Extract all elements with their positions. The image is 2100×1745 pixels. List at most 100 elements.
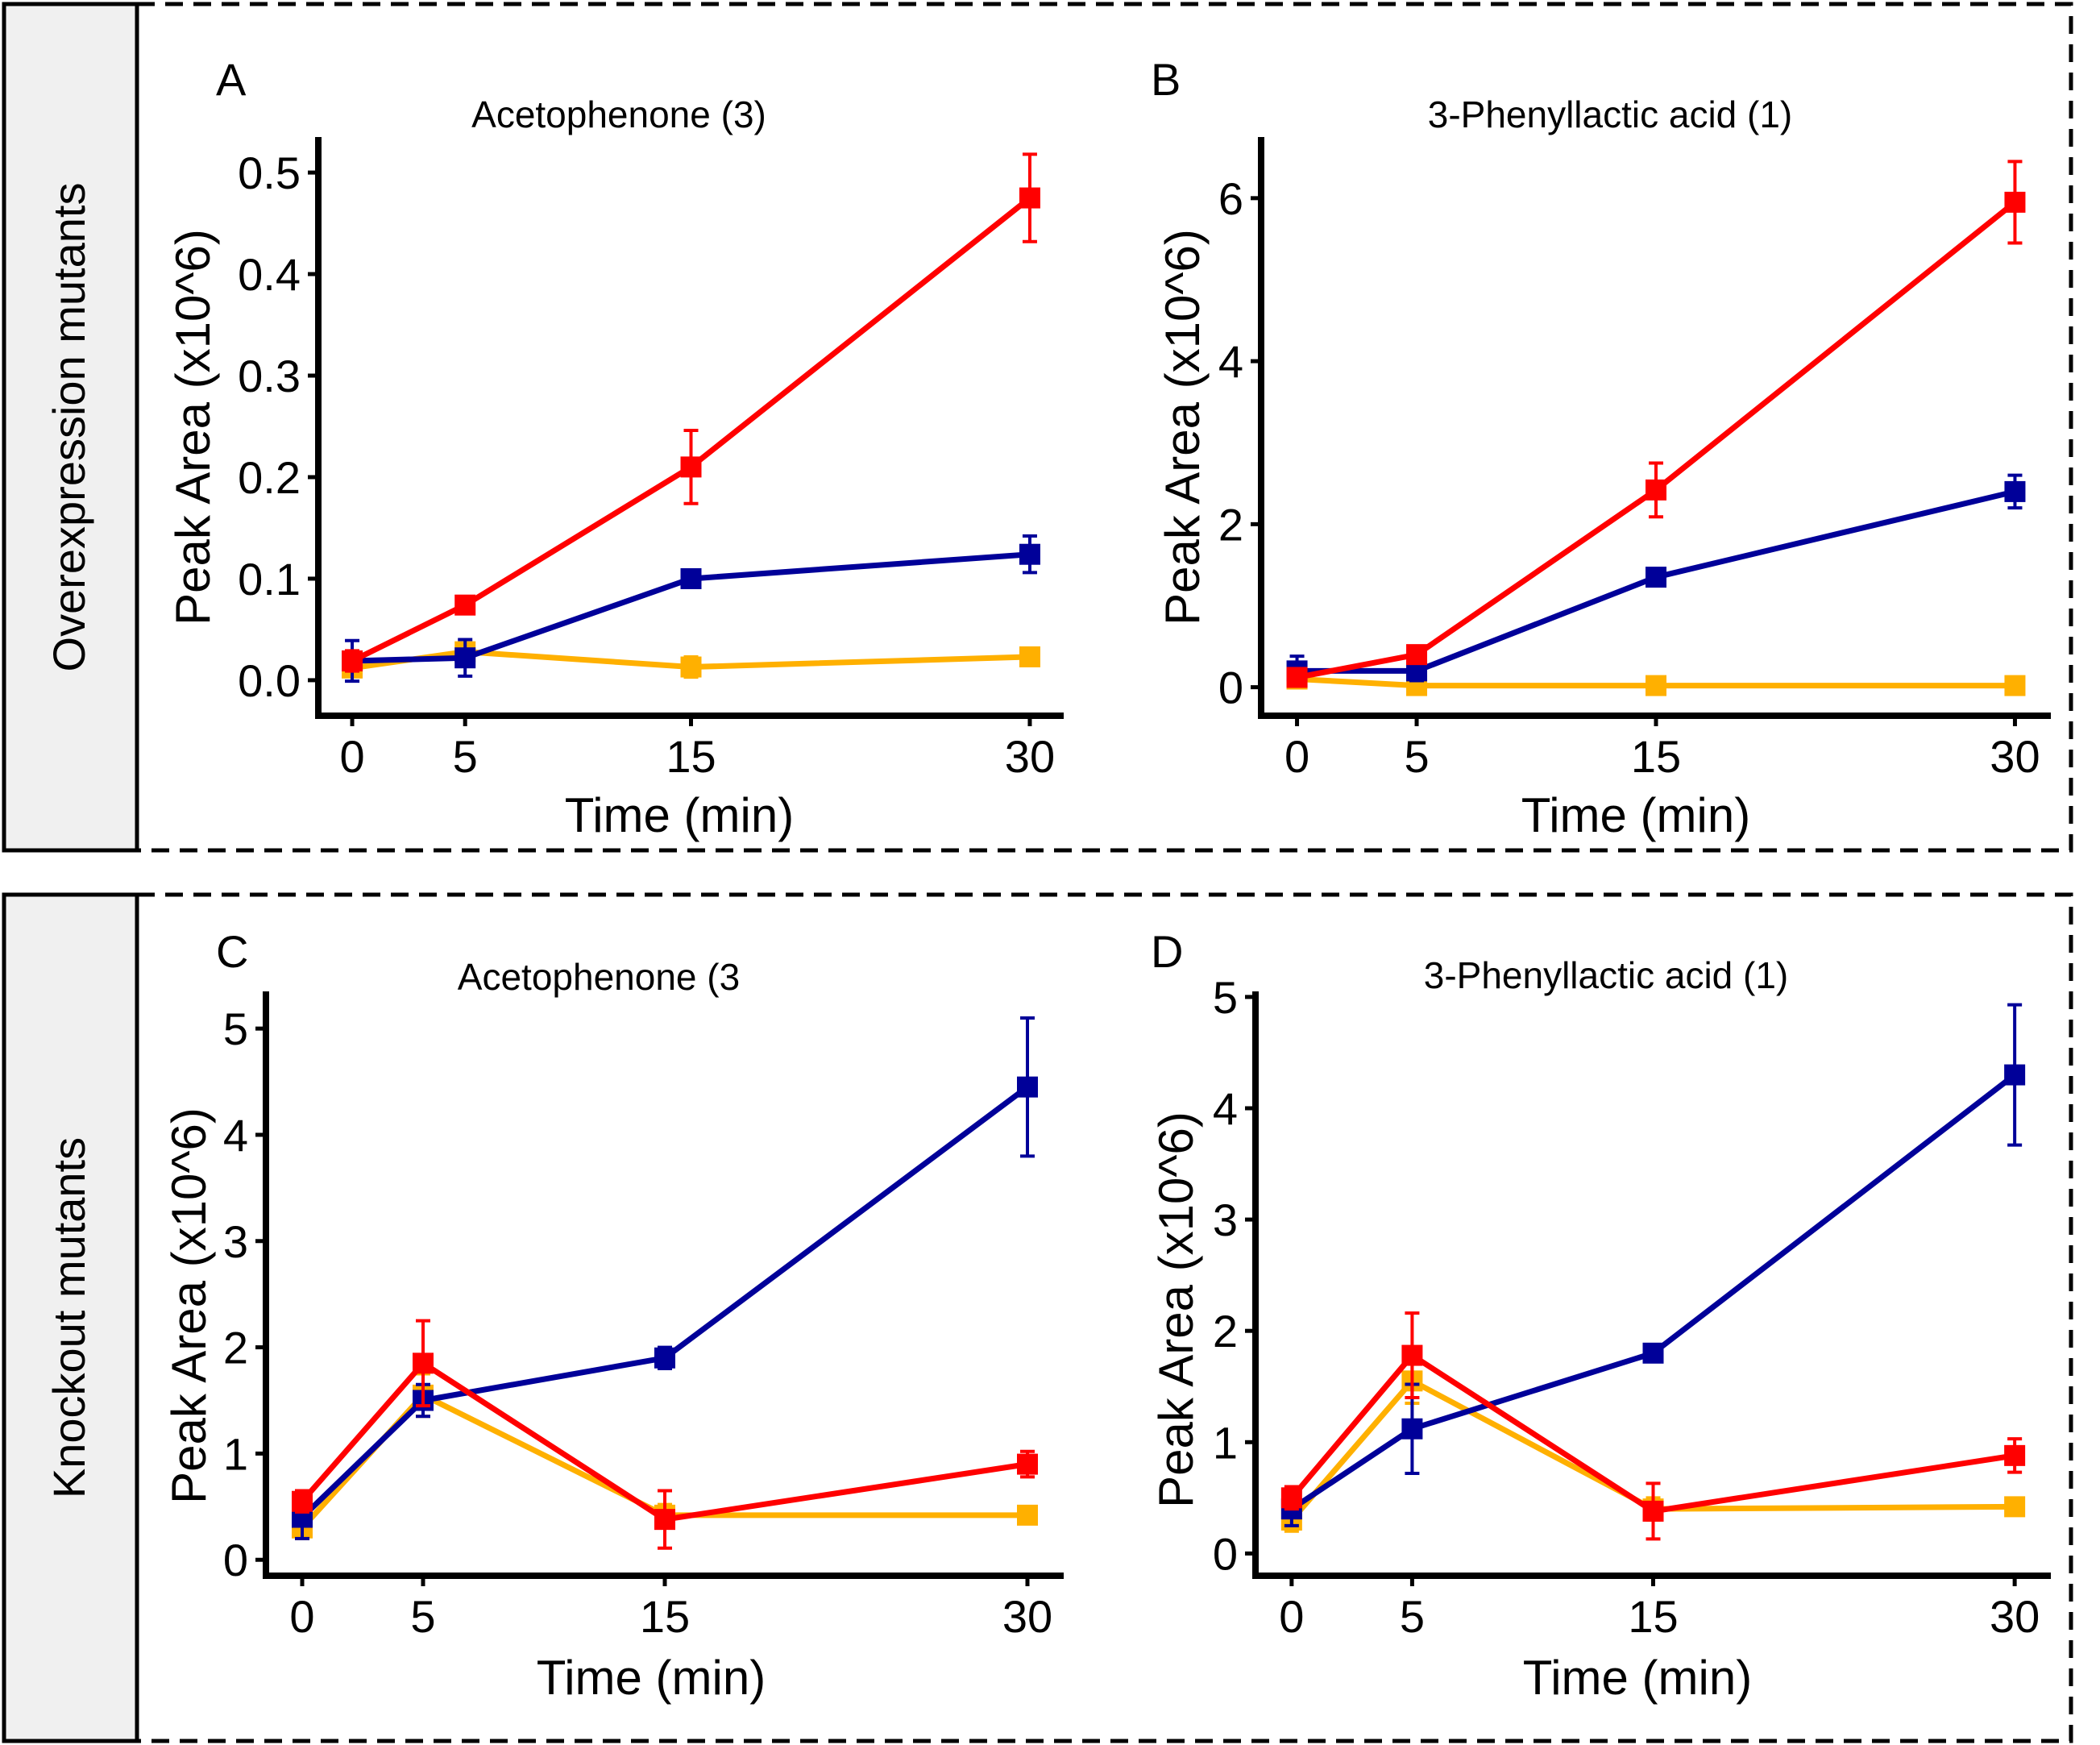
chart-title: Acetophenone (3 bbox=[458, 956, 740, 998]
y-tick-label: 1 bbox=[223, 1428, 248, 1479]
x-tick-label: 15 bbox=[640, 1591, 690, 1642]
series-line-orange bbox=[1289, 1377, 2015, 1523]
y-tick-label: 4 bbox=[1213, 1083, 1238, 1134]
x-axis-title: Time (min) bbox=[537, 1651, 766, 1705]
y-tick-label: 2 bbox=[1218, 499, 1243, 550]
x-axis-title: Time (min) bbox=[565, 788, 794, 842]
chart-title: 3-Phenyllactic acid (1) bbox=[1428, 93, 1793, 135]
series-line-red bbox=[1289, 1352, 2015, 1514]
data-point-red bbox=[2004, 1444, 2026, 1466]
data-point-red bbox=[2004, 191, 2026, 213]
axes bbox=[1258, 137, 2051, 719]
series-line-blue bbox=[351, 551, 1031, 664]
x-tick-label: 0 bbox=[339, 731, 364, 782]
x-tick-label: 30 bbox=[1990, 731, 2040, 782]
axes bbox=[315, 137, 1064, 719]
x-axis-title: Time (min) bbox=[1523, 1651, 1752, 1705]
data-point-red bbox=[680, 456, 702, 478]
data-point-blue bbox=[1642, 1342, 1664, 1364]
series-line-blue bbox=[300, 1084, 1030, 1520]
data-point-red bbox=[1280, 1487, 1302, 1509]
x-tick-label: 15 bbox=[666, 731, 716, 782]
series-line-red bbox=[300, 1360, 1028, 1523]
data-point-red bbox=[342, 650, 363, 671]
y-tick-label: 0.3 bbox=[238, 351, 301, 401]
series-line-red bbox=[1296, 200, 2017, 680]
y-tick-label: 2 bbox=[223, 1323, 248, 1373]
y-tick-label: 0 bbox=[1218, 663, 1243, 713]
y-axis-title: Peak Area (x10^6) bbox=[166, 229, 220, 625]
y-axis-title: Peak Area (x10^6) bbox=[1156, 229, 1210, 625]
panel-frame-overexpression bbox=[135, 2, 2073, 853]
y-tick-label: 0 bbox=[223, 1535, 248, 1585]
y-tick-label: 4 bbox=[1218, 336, 1243, 387]
y-tick-label: 1 bbox=[1213, 1417, 1238, 1468]
panel-frame-knockout bbox=[135, 892, 2073, 1743]
data-point-red bbox=[1406, 644, 1428, 666]
y-tick-label: 3 bbox=[1213, 1194, 1238, 1245]
y-tick-label: 3 bbox=[223, 1216, 248, 1267]
plot-area: 0 1 2 3 4 5 0 5 15 30 bbox=[1213, 972, 2051, 1642]
data-point-red bbox=[654, 1509, 675, 1531]
series-line-orange bbox=[1297, 675, 2015, 689]
row-label-box-overexpression bbox=[2, 2, 139, 853]
x-tick-label: 30 bbox=[1002, 1591, 1052, 1642]
x-tick-label: 30 bbox=[1005, 731, 1055, 782]
data-point-orange bbox=[680, 656, 702, 678]
data-point-blue bbox=[454, 647, 476, 669]
series-line-red bbox=[351, 195, 1032, 664]
x-tick-label: 15 bbox=[1628, 1591, 1678, 1642]
y-tick-label: 5 bbox=[223, 1003, 248, 1054]
panel-letter: D bbox=[1151, 926, 1183, 977]
chart-panel-d: D 3-Phenyllactic acid (1) Time (min) Pea… bbox=[1149, 926, 2051, 1705]
data-point-red bbox=[1019, 187, 1040, 209]
panel-letter: A bbox=[216, 54, 247, 105]
x-tick-label: 0 bbox=[289, 1591, 314, 1642]
y-tick-label: 0.0 bbox=[238, 655, 301, 706]
y-tick-label: 2 bbox=[1213, 1306, 1238, 1357]
x-tick-label: 0 bbox=[1284, 731, 1309, 782]
plot-area: 0 2 4 6 0 5 15 30 bbox=[1218, 137, 2051, 782]
axes bbox=[1252, 991, 2051, 1579]
x-tick-label: 5 bbox=[453, 731, 478, 782]
chart-panel-b: B 3-Phenyllactic acid (1) Time (min) Pea… bbox=[1151, 54, 2051, 842]
data-point-blue bbox=[1019, 543, 1040, 565]
axes bbox=[263, 991, 1064, 1579]
data-point-red bbox=[1286, 667, 1308, 688]
panel-letter: B bbox=[1151, 54, 1181, 105]
y-tick-label: 0.5 bbox=[238, 147, 301, 198]
x-tick-label: 5 bbox=[1404, 731, 1429, 782]
data-point-red bbox=[413, 1352, 434, 1374]
y-tick-label: 4 bbox=[223, 1110, 248, 1161]
data-point-blue bbox=[1646, 567, 1666, 588]
data-point-blue bbox=[1401, 1418, 1423, 1440]
chart-title: Acetophenone (3) bbox=[471, 93, 766, 135]
row-label-overexpression: Overexpression mutants bbox=[44, 183, 94, 672]
series-line-blue bbox=[1289, 1072, 2017, 1512]
data-point-red bbox=[1642, 1500, 1664, 1522]
x-tick-label: 15 bbox=[1631, 731, 1681, 782]
data-point-red bbox=[1646, 479, 1666, 501]
chart-panel-c: C Acetophenone (3 Time (min) Peak Area (… bbox=[162, 926, 1064, 1705]
x-tick-label: 0 bbox=[1279, 1591, 1304, 1642]
data-point-blue bbox=[2004, 480, 2026, 502]
y-tick-label: 0 bbox=[1213, 1528, 1238, 1579]
row-label-box-knockout bbox=[2, 892, 139, 1743]
data-point-blue bbox=[2004, 1064, 2026, 1086]
data-point-orange bbox=[2004, 675, 2026, 696]
x-tick-label: 5 bbox=[410, 1591, 435, 1642]
x-axis-title: Time (min) bbox=[1521, 788, 1750, 842]
y-tick-label: 0.4 bbox=[238, 249, 301, 300]
data-point-red bbox=[292, 1490, 313, 1512]
plot-area: 0.0 0.1 0.2 0.3 0.4 0.5 0 5 15 30 bbox=[238, 137, 1064, 782]
data-point-orange bbox=[2004, 1496, 2026, 1518]
series-line-blue bbox=[1297, 488, 2016, 674]
y-axis-title: Peak Area (x10^6) bbox=[1149, 1111, 1203, 1508]
panel-letter: C bbox=[216, 926, 248, 977]
x-tick-label: 30 bbox=[1990, 1591, 2040, 1642]
data-point-orange bbox=[1017, 1504, 1038, 1526]
x-tick-label: 5 bbox=[1400, 1591, 1425, 1642]
y-tick-label: 6 bbox=[1218, 173, 1243, 224]
y-tick-label: 0.2 bbox=[238, 452, 301, 503]
data-point-red bbox=[454, 594, 476, 616]
